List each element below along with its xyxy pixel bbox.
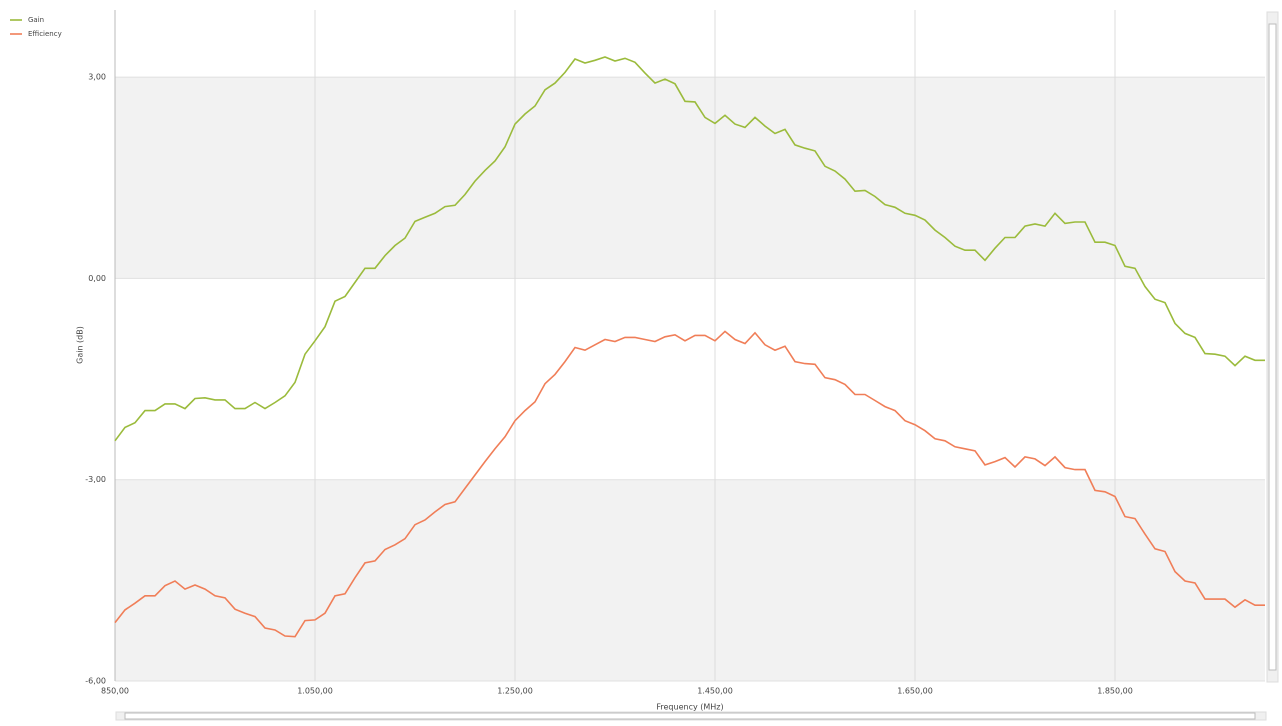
v-scrollbar[interactable] xyxy=(1266,11,1279,683)
band xyxy=(115,77,1265,279)
y-tick-label: 3,00 xyxy=(88,73,106,82)
y-tick-label: 0,00 xyxy=(88,274,106,283)
data-line xyxy=(114,330,1265,638)
x-axis-label: Frequency (MHz) xyxy=(656,703,723,712)
data-line xyxy=(114,56,1265,442)
h-scrollbar[interactable] xyxy=(115,711,1267,721)
scroll-thumb[interactable] xyxy=(124,712,1256,720)
x-tick-label: 1.450,00 xyxy=(697,687,733,696)
scroll-thumb[interactable] xyxy=(1268,23,1277,671)
x-tick-label: 1.050,00 xyxy=(297,687,333,696)
legend-label: Efficiency xyxy=(28,30,62,38)
x-tick-label: 1.650,00 xyxy=(897,687,933,696)
x-tick-label: 1.250,00 xyxy=(497,687,533,696)
y-axis-label: Gain (dB) xyxy=(76,326,85,364)
y-tick-label: -6,00 xyxy=(85,677,106,686)
x-tick-label: 1.850,00 xyxy=(1097,687,1133,696)
y-tick-label: -3,00 xyxy=(85,475,106,484)
band xyxy=(115,479,1265,681)
legend-label: Gain xyxy=(28,16,44,24)
plot-area xyxy=(114,10,1265,682)
x-tick-label: 850,00 xyxy=(101,687,129,696)
